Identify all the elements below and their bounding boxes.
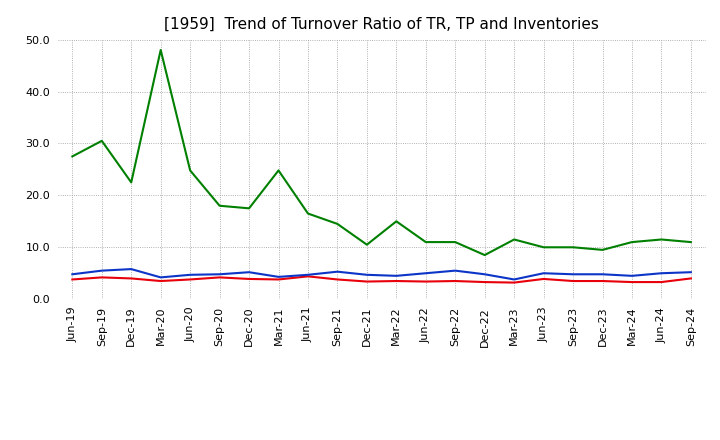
Trade Receivables xyxy=(127,276,135,281)
Inventories xyxy=(421,239,430,245)
Trade Payables xyxy=(68,271,76,277)
Inventories xyxy=(569,245,577,250)
Trade Receivables xyxy=(657,279,666,285)
Inventories xyxy=(363,242,372,247)
Trade Receivables xyxy=(421,279,430,284)
Trade Payables xyxy=(451,268,459,273)
Trade Payables xyxy=(480,271,489,277)
Trade Payables xyxy=(687,270,696,275)
Trade Receivables xyxy=(510,280,518,285)
Trade Receivables xyxy=(304,274,312,279)
Trade Payables xyxy=(156,275,165,280)
Inventories xyxy=(186,168,194,173)
Trade Receivables xyxy=(480,279,489,285)
Trade Payables xyxy=(333,269,342,274)
Trade Receivables xyxy=(186,277,194,282)
Trade Payables xyxy=(97,268,106,273)
Trade Receivables xyxy=(363,279,372,284)
Inventories xyxy=(510,237,518,242)
Inventories xyxy=(628,239,636,245)
Trade Receivables xyxy=(333,277,342,282)
Trade Receivables xyxy=(539,276,548,282)
Inventories xyxy=(451,239,459,245)
Trade Payables xyxy=(657,271,666,276)
Inventories xyxy=(68,154,76,159)
Inventories xyxy=(480,253,489,258)
Trade Payables xyxy=(392,273,400,279)
Inventories xyxy=(156,48,165,53)
Inventories xyxy=(274,168,283,173)
Inventories xyxy=(657,237,666,242)
Inventories xyxy=(245,205,253,211)
Trade Payables xyxy=(539,271,548,276)
Inventories xyxy=(333,221,342,227)
Trade Receivables xyxy=(68,277,76,282)
Trade Receivables xyxy=(156,279,165,284)
Trade Payables xyxy=(274,274,283,279)
Trade Payables xyxy=(598,271,607,277)
Inventories xyxy=(598,247,607,253)
Trade Payables xyxy=(363,272,372,278)
Inventories xyxy=(127,180,135,185)
Trade Receivables xyxy=(569,279,577,284)
Trade Payables xyxy=(304,272,312,278)
Title: [1959]  Trend of Turnover Ratio of TR, TP and Inventories: [1959] Trend of Turnover Ratio of TR, TP… xyxy=(164,16,599,32)
Inventories xyxy=(97,138,106,143)
Inventories xyxy=(215,203,224,209)
Inventories xyxy=(392,219,400,224)
Trade Receivables xyxy=(687,276,696,281)
Trade Payables xyxy=(215,271,224,277)
Trade Receivables xyxy=(392,279,400,284)
Inventories xyxy=(687,239,696,245)
Trade Receivables xyxy=(245,276,253,282)
Trade Receivables xyxy=(628,279,636,285)
Trade Payables xyxy=(245,270,253,275)
Trade Payables xyxy=(510,277,518,282)
Trade Receivables xyxy=(598,279,607,284)
Line: Inventories: Inventories xyxy=(72,50,691,255)
Trade Payables xyxy=(127,267,135,272)
Inventories xyxy=(304,211,312,216)
Trade Receivables xyxy=(274,277,283,282)
Trade Receivables xyxy=(215,275,224,280)
Trade Payables xyxy=(421,271,430,276)
Line: Trade Payables: Trade Payables xyxy=(72,269,691,279)
Trade Payables xyxy=(186,272,194,278)
Inventories xyxy=(539,245,548,250)
Line: Trade Receivables: Trade Receivables xyxy=(72,276,691,282)
Trade Receivables xyxy=(451,279,459,284)
Trade Receivables xyxy=(97,275,106,280)
Trade Payables xyxy=(569,271,577,277)
Trade Payables xyxy=(628,273,636,279)
